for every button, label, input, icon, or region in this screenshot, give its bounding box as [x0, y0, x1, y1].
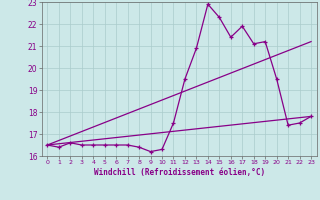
X-axis label: Windchill (Refroidissement éolien,°C): Windchill (Refroidissement éolien,°C): [94, 168, 265, 177]
